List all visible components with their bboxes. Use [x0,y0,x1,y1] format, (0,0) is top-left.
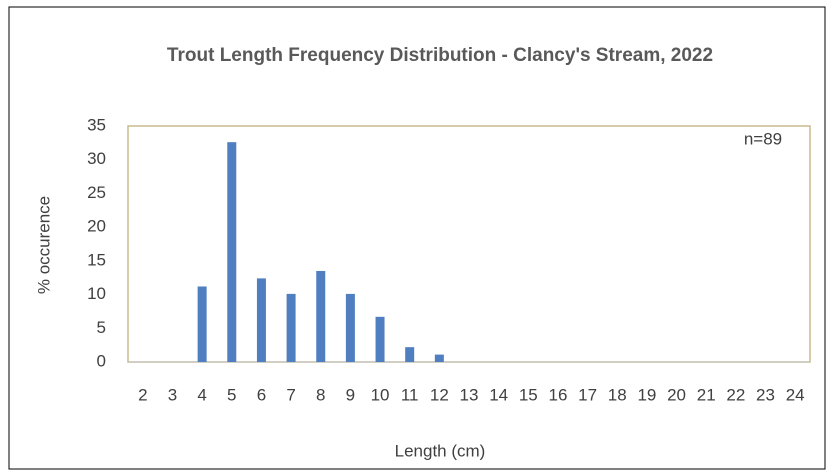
x-tick-label: 20 [667,385,686,404]
bar [434,354,444,362]
x-tick-label: 13 [460,385,479,404]
x-tick-label: 19 [637,385,656,404]
y-tick-label: 10 [87,284,106,303]
y-tick-label: 20 [87,217,106,236]
x-tick-label: 16 [548,385,567,404]
bar [227,142,237,362]
y-tick-label: 30 [87,149,106,168]
x-tick-label: 14 [489,385,508,404]
x-tick-label: 7 [286,385,295,404]
bar [256,278,266,362]
x-tick-label: 23 [756,385,775,404]
x-tick-label: 6 [257,385,266,404]
x-tick-label: 4 [197,385,206,404]
x-tick-label: 10 [371,385,390,404]
x-tick-label: 22 [726,385,745,404]
x-tick-label: 3 [168,385,177,404]
bar [286,293,296,362]
x-tick-label: 17 [578,385,597,404]
y-tick-label: 35 [87,115,106,134]
y-tick-label: 15 [87,250,106,269]
y-tick-label: 5 [97,318,106,337]
y-tick-label: 25 [87,183,106,202]
x-tick-label: 21 [697,385,716,404]
x-tick-label: 12 [430,385,449,404]
bar [405,347,415,362]
bar [375,316,385,362]
x-tick-label: 8 [316,385,325,404]
x-axis-label: Length (cm) [395,441,486,460]
x-tick-label: 15 [519,385,538,404]
chart-title: Trout Length Frequency Distribution - Cl… [166,45,714,66]
annotation: n=89 [744,129,782,148]
x-tick-label: 11 [401,385,419,404]
chart-border [8,6,826,470]
bar [316,270,326,362]
bar [345,293,355,362]
x-tick-label: 2 [138,385,147,404]
y-tick-label: 0 [97,351,106,370]
x-tick-label: 5 [227,385,236,404]
y-axis-label: % occurence [34,196,53,294]
bar [197,286,207,362]
x-tick-label: 9 [346,385,355,404]
x-tick-label: 18 [608,385,627,404]
x-tick-label: 24 [786,385,805,404]
